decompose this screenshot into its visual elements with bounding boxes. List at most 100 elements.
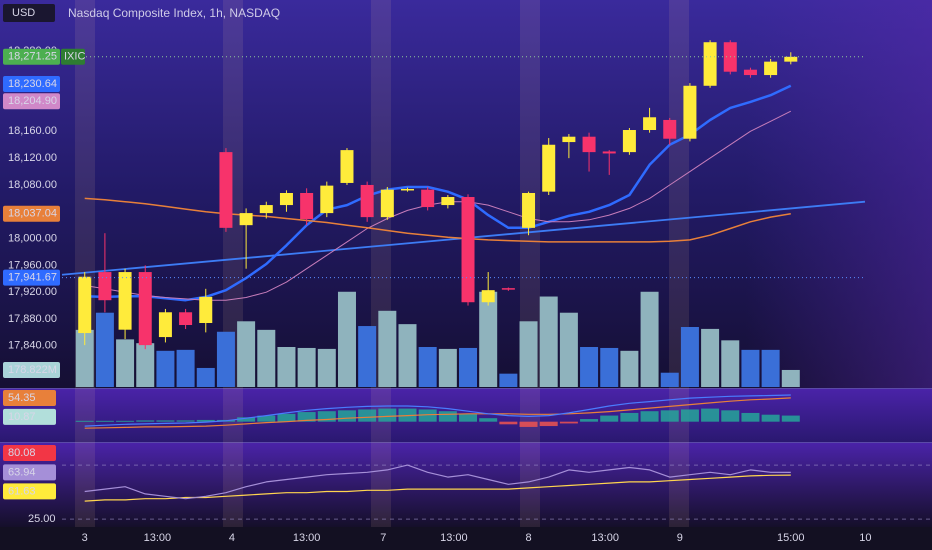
volume-bar [378,310,397,387]
candle-body [179,312,193,326]
histogram-bar [418,409,437,422]
value-badge [3,464,56,481]
volume-bar [539,296,558,387]
histogram-bar [237,417,256,422]
histogram-bar [317,411,336,422]
candle-body [400,188,414,191]
x-tick-label: 4 [229,532,235,544]
volume-bar [176,349,195,387]
volume-bar [196,367,215,387]
value-badge [3,205,60,222]
y-tick-label: 18,160.00 [8,125,57,137]
volume-bar [398,324,417,387]
volume-bar [559,312,578,387]
value-badge-label: 18,037.04 [8,208,57,220]
session-stripe [520,0,540,527]
histogram-bar [640,411,659,422]
volume-bar [721,340,740,387]
x-tick-label: 8 [525,532,531,544]
y-tick-label: 17,880.00 [8,313,57,325]
volume-bar [499,373,518,387]
time-axis [0,527,932,550]
histogram-bar [358,409,377,422]
candle-body [421,189,435,208]
value-badge-label: 18,204.90 [8,95,57,107]
volume-bar [701,328,720,387]
histogram-bar [479,418,498,422]
candle-body [481,290,495,303]
value-badge [3,408,56,425]
volume-bar [680,327,699,387]
candle-body [441,197,455,206]
volume-bar [418,347,437,387]
candle-body [683,85,697,139]
candle-body [138,272,152,346]
value-badge-label: 18,271.25 [8,51,57,63]
candle-body [784,56,798,62]
x-tick-label: 15:00 [777,532,805,544]
volume-bar [741,349,760,387]
chart-title: Nasdaq Composite Index, 1h, NASDAQ [68,6,280,20]
x-tick-label: 10 [859,532,871,544]
marks [61,40,932,520]
session-stripe [75,0,95,527]
histogram-bar [600,415,619,422]
value-badge [3,444,56,461]
volume-bar [237,321,256,387]
value-badge [3,389,56,406]
x-tick-label: 13:00 [591,532,619,544]
histogram-bar [277,413,296,422]
histogram-bar [378,408,397,422]
candle-body [582,136,596,153]
x-tick-label: 13:00 [440,532,468,544]
session-stripe [371,0,391,527]
x-tick-label: 9 [677,532,683,544]
candle-body [542,144,556,192]
histogram-bar [337,410,356,422]
value-badge-label: 63.94 [8,466,36,478]
candle-body [764,61,778,76]
candle-body [360,184,374,218]
histogram-bar [75,420,94,422]
labels: USD Nasdaq Composite Index, 1h, NASDAQ 1… [3,4,872,544]
volume-bar [620,350,639,387]
candle-body [340,150,354,183]
rsi-pane [0,443,932,527]
histogram-bar [741,412,760,422]
candle-body [118,272,132,330]
volume-bar [116,339,135,387]
x-tick-label: 13:00 [293,532,321,544]
y-tick-label: 17,920.00 [8,286,57,298]
session-stripe [223,0,243,527]
volume-bar [297,347,316,387]
candle-body [300,192,314,220]
volume-bar [156,350,175,387]
volume-bar [136,343,155,387]
candle-body [199,296,213,323]
candle-body [380,189,394,218]
histogram-bar [116,420,135,422]
histogram-bar [620,412,639,422]
histogram-bar [539,421,558,427]
candle-body [622,130,636,153]
y-tick-label: 17,840.00 [8,340,57,352]
candle-body [602,151,616,154]
value-badge-label: 80.08 [8,447,36,459]
oscillator-line [84,397,791,429]
candle-body [219,152,233,228]
candle-body [643,117,657,131]
histogram-bar [297,412,316,422]
value-badge [3,361,60,378]
moving-average [84,197,791,243]
y-tick-label: 18,120.00 [8,152,57,164]
volume-bar [337,291,356,387]
histogram-bar [519,421,538,427]
histogram-bar [95,420,114,422]
volume-bar [479,291,498,387]
histogram-bar [680,409,699,422]
y-tick-label: 18,080.00 [8,179,57,191]
rsi-line [84,474,791,502]
histogram-bar [701,408,720,422]
